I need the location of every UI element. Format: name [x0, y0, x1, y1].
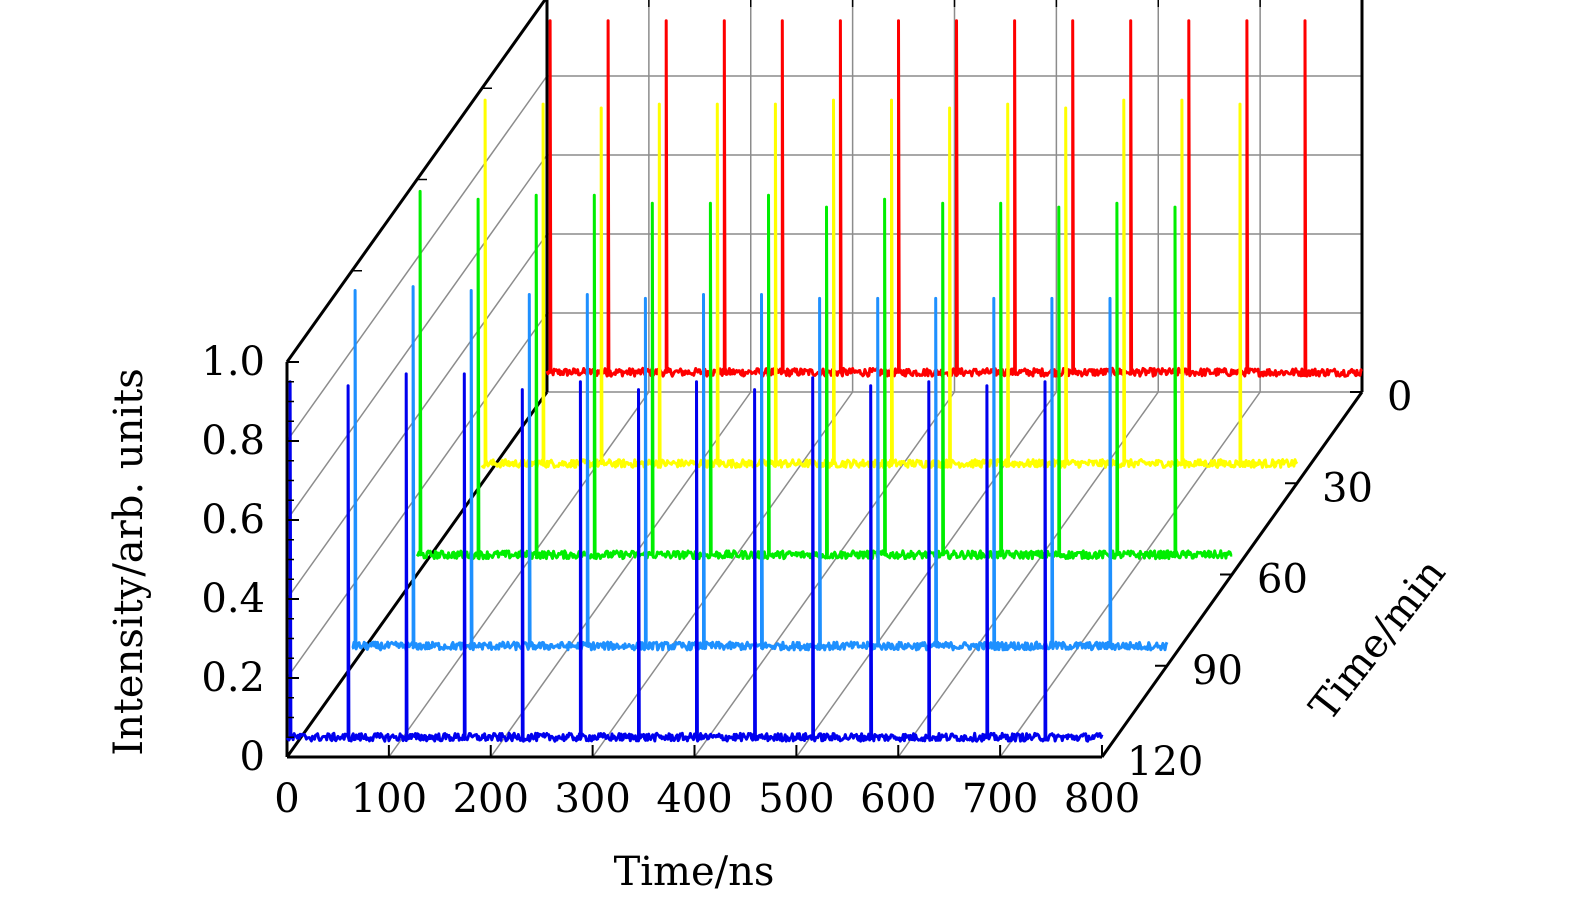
y-tick-label: 1.0 — [201, 339, 265, 385]
x-tick-label: 0 — [274, 776, 299, 822]
series-line-0min — [545, 19, 1364, 378]
x-tick-label: 500 — [758, 776, 834, 822]
y-tick-label: 0.8 — [201, 418, 265, 464]
grid-line-floor-diagonal — [490, 391, 752, 758]
grid-lines — [286, 0, 1363, 758]
axes-frame — [285, 0, 1364, 759]
x-tick-label: 200 — [453, 776, 529, 822]
z-tick-label: 30 — [1322, 465, 1373, 511]
grid-line-floor-diagonal — [795, 391, 1057, 758]
grid-line-floor-diagonal — [388, 391, 650, 758]
grid-line-left-diagonal — [286, 75, 548, 442]
x-tick-label: 300 — [554, 776, 630, 822]
z-tick-label: 60 — [1257, 557, 1308, 603]
x-tick-label: 800 — [1064, 776, 1140, 822]
axis-frame-line — [285, 0, 547, 363]
tick-marks — [286, 0, 1363, 758]
z-tick-label: 90 — [1192, 648, 1243, 694]
series-line-60min — [415, 189, 1233, 561]
grid-line-left-diagonal — [286, 312, 548, 679]
series-line-30min — [480, 98, 1299, 469]
z-tick-label: 0 — [1387, 374, 1412, 420]
y-tick-label: 0.4 — [201, 576, 265, 622]
grid-line-left-diagonal — [286, 233, 548, 600]
grid-line-floor-diagonal — [693, 391, 956, 758]
x-tick-label: 400 — [656, 776, 732, 822]
x-tick-label: 100 — [351, 776, 427, 822]
y-axis-title: Intensity/arb. units — [106, 368, 152, 755]
grid-line-left-diagonal — [286, 154, 548, 521]
y-tick-label: 0.2 — [201, 655, 265, 701]
y-tick-label: 0.6 — [201, 497, 265, 543]
z-tick-label: 120 — [1127, 739, 1203, 785]
x-axis-title: Time/ns — [614, 849, 775, 895]
grid-line-floor-diagonal — [897, 391, 1159, 758]
grid-line-floor-diagonal — [592, 391, 854, 758]
z-axis-title: Time/min — [1301, 551, 1455, 730]
grid-line-floor-diagonal — [999, 391, 1261, 758]
series-line-90min — [351, 285, 1169, 652]
series-line-120min — [285, 372, 1104, 743]
axis-frame-line — [285, 391, 549, 758]
x-tick-label: 600 — [860, 776, 936, 822]
y-tick-label: 0 — [240, 734, 265, 780]
tick-labels: 0 100 200 300 400 500 600 700 80000.20.40.60.81.… — [201, 339, 1412, 822]
series-group — [285, 19, 1364, 743]
x-tick-label: 700 — [962, 776, 1038, 822]
